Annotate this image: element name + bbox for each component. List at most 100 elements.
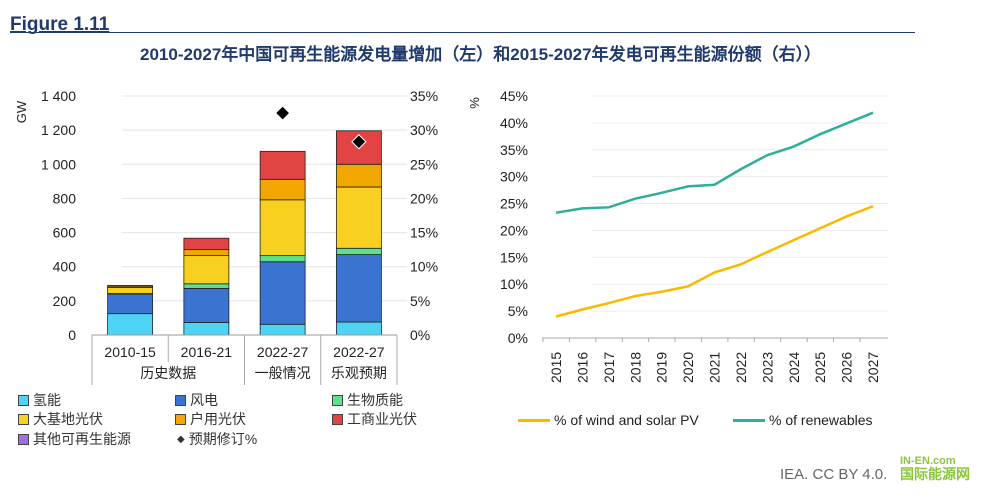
x-tick-label: 2022 <box>733 352 749 383</box>
revision-marker <box>351 134 367 150</box>
y-tick-label: 1 200 <box>41 122 76 138</box>
bar-segment <box>107 293 154 315</box>
y-tick-label: 35% <box>500 142 528 158</box>
x-tick-label: 2017 <box>601 352 617 383</box>
bar-segment <box>183 287 230 323</box>
legend-swatch <box>332 394 343 406</box>
x-tick-label: 2016-21 <box>181 344 233 360</box>
series-line <box>555 205 874 318</box>
bar-segment <box>335 254 382 323</box>
group-label: 一般情况 <box>255 365 311 381</box>
y-tick-label: 45% <box>500 88 528 104</box>
legend-label: % of wind and solar PV <box>554 412 699 428</box>
bar-segment <box>183 283 230 289</box>
group-label: 乐观预期 <box>331 365 387 381</box>
bar-segment <box>259 323 306 336</box>
y2-tick-label: 30% <box>410 122 438 138</box>
y2-tick-label: 5% <box>410 293 430 309</box>
chart-title: 2010-2027年中国可再生能源发电量增加（左）和2015-2027年发电可再… <box>140 45 822 64</box>
x-tick-label: 2020 <box>680 352 696 383</box>
x-tick-label: 2021 <box>707 352 723 383</box>
y-tick-label: 1 400 <box>41 88 76 104</box>
legend-item: ◆ 预期修订% <box>177 429 257 449</box>
legend-item: 大基地光伏 <box>18 409 103 429</box>
y-tick-label: 0% <box>508 330 528 346</box>
bar-segment <box>335 247 382 255</box>
x-tick-label: 2024 <box>786 352 802 383</box>
legend-label: 其他可再生能源 <box>33 431 131 447</box>
figure-label: Figure 1.11 <box>10 14 110 35</box>
legend-swatch <box>175 413 186 425</box>
x-tick-label: 2026 <box>839 352 855 383</box>
bar-segment <box>183 237 230 251</box>
x-tick-label: 2010-15 <box>104 344 156 360</box>
legend-label: 氢能 <box>33 392 61 408</box>
legend-line <box>733 418 765 422</box>
legend-item: 氢能 <box>18 390 61 410</box>
y-tick-label: 200 <box>53 293 77 309</box>
bar-segment <box>335 186 382 249</box>
y-tick-label: 1 000 <box>41 156 76 172</box>
legend-item: 工商业光伏 <box>332 409 417 429</box>
bar-segment <box>183 322 230 336</box>
x-tick-label: 2022-27 <box>257 344 309 360</box>
legend-label: 风电 <box>190 392 218 408</box>
x-tick-label: 2019 <box>654 352 670 383</box>
series-line <box>555 111 874 214</box>
y-tick-label: 30% <box>500 169 528 185</box>
legend-swatch <box>18 413 29 425</box>
legend-item: 其他可再生能源 <box>18 429 131 449</box>
legend-label: 预期修订% <box>188 431 258 447</box>
legend-swatch <box>18 433 29 445</box>
y2-tick-label: 10% <box>410 259 438 275</box>
legend-label: % of renewables <box>769 412 873 428</box>
y-tick-label: 10% <box>500 276 528 292</box>
legend-label: 户用光伏 <box>190 411 246 427</box>
y-axis-label: GW <box>14 100 29 123</box>
bar-segment <box>259 199 306 257</box>
x-tick-label: 2015 <box>548 352 564 383</box>
y-axis-label: % <box>467 97 482 109</box>
bar-segment <box>335 321 382 336</box>
legend-swatch <box>332 413 343 425</box>
legend-line <box>518 418 550 422</box>
bar-segment <box>107 287 154 294</box>
legend-item: % of wind and solar PV <box>518 412 699 428</box>
bar-segment <box>259 255 306 263</box>
watermark-bottom: 国际能源网 <box>900 466 970 483</box>
legend-swatch <box>18 394 29 406</box>
bar-segment <box>335 163 382 188</box>
title-divider <box>10 32 915 33</box>
y2-tick-label: 15% <box>410 225 438 241</box>
y-tick-label: 600 <box>53 225 77 241</box>
x-tick-label: 2022-27 <box>333 344 385 360</box>
bar-segment <box>183 249 230 257</box>
bar-segment <box>183 255 230 285</box>
legend-swatch <box>175 394 186 406</box>
y2-tick-label: 20% <box>410 190 438 206</box>
y-tick-label: 20% <box>500 222 528 238</box>
y2-tick-label: 25% <box>410 156 438 172</box>
y-tick-label: 5% <box>508 303 528 319</box>
legend-label: 大基地光伏 <box>33 411 103 427</box>
y-tick-label: 0 <box>68 327 76 343</box>
group-label: 历史数据 <box>140 365 196 381</box>
y2-tick-label: 0% <box>410 327 430 343</box>
y2-tick-label: 35% <box>410 88 438 104</box>
bar-segment <box>259 261 306 325</box>
x-tick-label: 2018 <box>627 352 643 383</box>
legend-item: 生物质能 <box>332 390 403 410</box>
bar-segment <box>107 285 154 287</box>
y-tick-label: 400 <box>53 259 77 275</box>
y-tick-label: 25% <box>500 196 528 212</box>
x-tick-label: 2027 <box>865 352 881 383</box>
y-tick-label: 40% <box>500 115 528 131</box>
y-tick-label: 800 <box>53 190 77 206</box>
x-tick-label: 2025 <box>812 352 828 383</box>
watermark-logo: IN-EN.com 国际能源网 <box>900 455 970 482</box>
y-tick-label: 15% <box>500 249 528 265</box>
legend-item: % of renewables <box>733 412 873 428</box>
legend-item: 户用光伏 <box>175 409 246 429</box>
credit-text: IEA. CC BY 4.0. <box>780 466 888 483</box>
